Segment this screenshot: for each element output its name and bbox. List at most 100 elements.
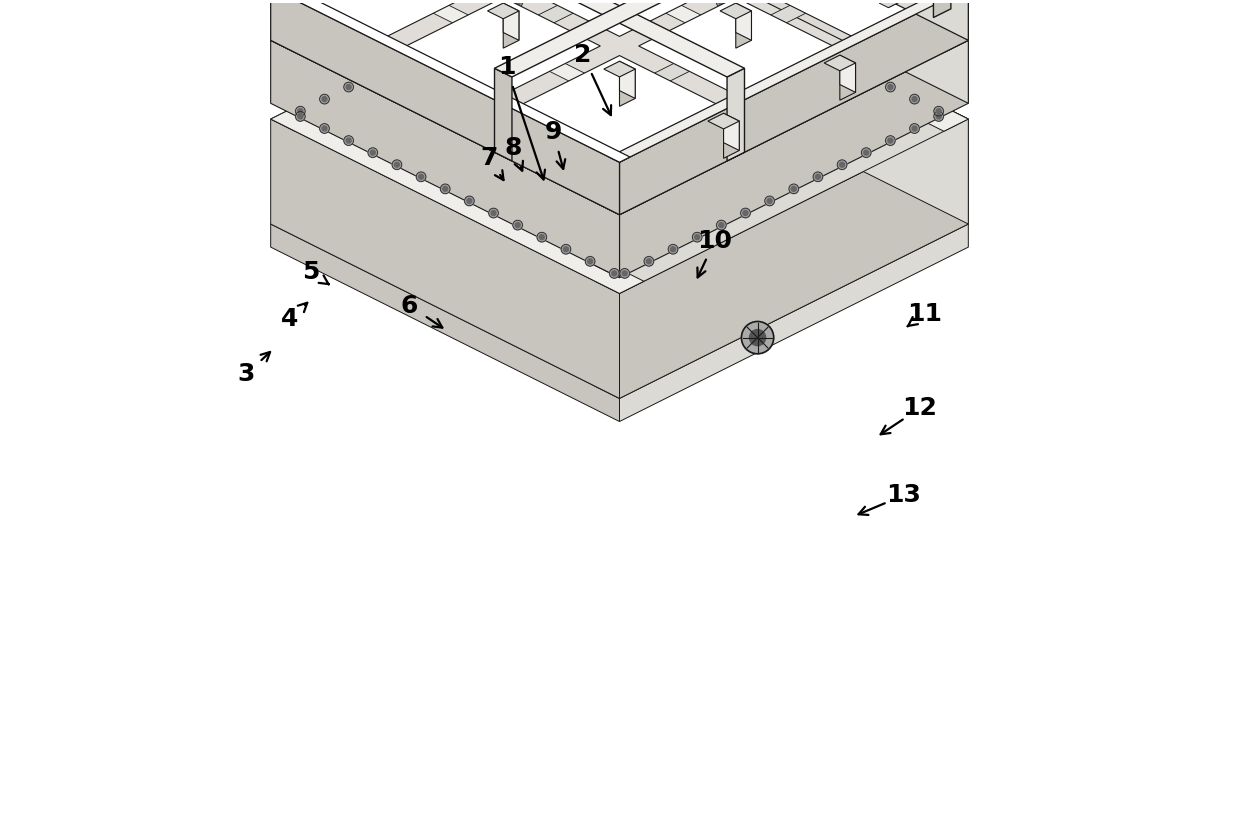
Polygon shape xyxy=(496,0,860,102)
Circle shape xyxy=(912,97,917,102)
Circle shape xyxy=(864,72,869,77)
Circle shape xyxy=(743,211,748,215)
Polygon shape xyxy=(379,0,743,160)
Circle shape xyxy=(789,184,799,193)
Circle shape xyxy=(861,70,871,80)
Circle shape xyxy=(513,220,523,230)
Polygon shape xyxy=(610,0,969,163)
Circle shape xyxy=(719,223,724,228)
Polygon shape xyxy=(503,3,519,41)
Circle shape xyxy=(789,34,799,44)
Circle shape xyxy=(465,22,475,32)
Circle shape xyxy=(647,259,652,263)
Polygon shape xyxy=(406,0,601,94)
Circle shape xyxy=(465,196,475,206)
Circle shape xyxy=(297,35,302,40)
Circle shape xyxy=(668,166,678,176)
Circle shape xyxy=(610,189,620,199)
Circle shape xyxy=(622,271,627,276)
Circle shape xyxy=(792,37,797,41)
Circle shape xyxy=(644,178,654,188)
Circle shape xyxy=(764,22,774,32)
Circle shape xyxy=(909,45,919,54)
Circle shape xyxy=(610,268,620,278)
Circle shape xyxy=(741,321,773,354)
Circle shape xyxy=(297,114,302,119)
Circle shape xyxy=(886,136,896,146)
Polygon shape xyxy=(880,0,902,7)
Polygon shape xyxy=(379,0,743,181)
Circle shape xyxy=(320,124,330,133)
Circle shape xyxy=(343,57,353,67)
Circle shape xyxy=(343,136,353,146)
Circle shape xyxy=(741,208,751,218)
Circle shape xyxy=(419,96,424,101)
Circle shape xyxy=(295,33,305,42)
Circle shape xyxy=(585,178,595,188)
Circle shape xyxy=(670,168,675,173)
Polygon shape xyxy=(320,0,919,190)
Circle shape xyxy=(370,150,375,155)
Circle shape xyxy=(467,120,472,124)
Circle shape xyxy=(909,15,919,25)
Circle shape xyxy=(392,58,401,67)
Polygon shape xyxy=(620,0,969,224)
Text: 2: 2 xyxy=(575,43,592,67)
Circle shape xyxy=(695,156,700,161)
Circle shape xyxy=(515,0,520,5)
Circle shape xyxy=(587,259,592,263)
Polygon shape xyxy=(840,63,856,100)
Circle shape xyxy=(394,60,399,65)
Polygon shape xyxy=(620,104,716,205)
Circle shape xyxy=(741,10,751,20)
Circle shape xyxy=(647,180,652,185)
Circle shape xyxy=(370,72,375,77)
Circle shape xyxy=(488,10,498,20)
Circle shape xyxy=(320,94,330,104)
Circle shape xyxy=(515,144,520,149)
Circle shape xyxy=(937,109,942,114)
Circle shape xyxy=(767,198,772,203)
Polygon shape xyxy=(270,41,620,278)
Circle shape xyxy=(934,33,944,42)
Text: 12: 12 xyxy=(902,396,938,420)
Circle shape xyxy=(838,58,847,67)
Text: 1: 1 xyxy=(498,55,515,80)
Polygon shape xyxy=(496,0,860,160)
Circle shape xyxy=(840,60,845,65)
Polygon shape xyxy=(270,224,620,421)
Circle shape xyxy=(909,94,919,104)
Circle shape xyxy=(937,35,942,40)
Circle shape xyxy=(767,24,772,29)
Circle shape xyxy=(368,70,378,80)
Polygon shape xyxy=(270,50,969,398)
Circle shape xyxy=(716,141,726,151)
Circle shape xyxy=(886,57,896,67)
Circle shape xyxy=(909,124,919,133)
Circle shape xyxy=(561,166,571,176)
Circle shape xyxy=(670,247,675,252)
Circle shape xyxy=(419,49,424,53)
Circle shape xyxy=(840,84,845,89)
Circle shape xyxy=(346,59,351,64)
Circle shape xyxy=(764,196,774,206)
Circle shape xyxy=(536,233,546,242)
Circle shape xyxy=(695,235,700,240)
Circle shape xyxy=(716,0,726,7)
Circle shape xyxy=(587,180,592,185)
Circle shape xyxy=(620,268,629,278)
Circle shape xyxy=(861,69,871,79)
Circle shape xyxy=(513,141,523,151)
Circle shape xyxy=(343,3,353,13)
Circle shape xyxy=(539,156,544,161)
Polygon shape xyxy=(265,0,620,165)
Circle shape xyxy=(937,30,942,35)
Circle shape xyxy=(838,160,847,170)
Polygon shape xyxy=(595,28,969,215)
Circle shape xyxy=(440,184,450,193)
Polygon shape xyxy=(270,107,644,293)
Circle shape xyxy=(886,3,896,13)
Polygon shape xyxy=(840,55,856,93)
Polygon shape xyxy=(595,107,969,293)
Circle shape xyxy=(442,37,447,41)
